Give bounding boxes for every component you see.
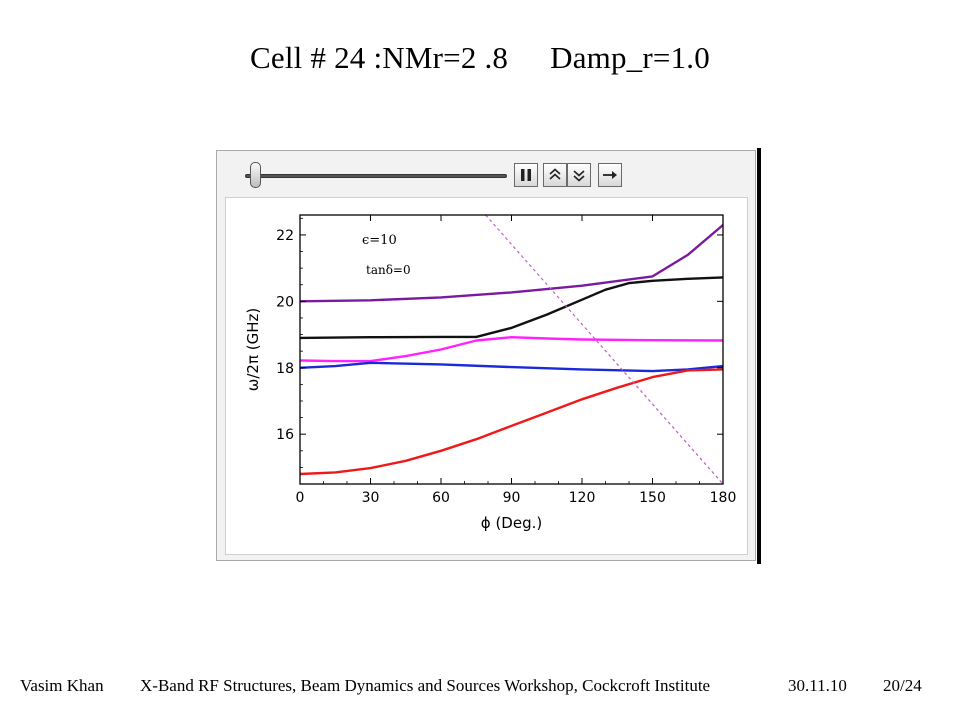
series-line-blue xyxy=(299,361,724,373)
y-tick-label: 22 xyxy=(276,228,294,244)
x-axis-label: ϕ (Deg.) xyxy=(481,514,542,532)
pause-icon xyxy=(521,169,531,181)
footer-author: Vasim Khan xyxy=(20,676,104,695)
step-up-icon xyxy=(549,168,561,180)
step-forward-button[interactable] xyxy=(598,163,622,187)
series-line-red xyxy=(299,368,724,476)
step-up-button[interactable] xyxy=(543,163,567,187)
x-tick-label: 180 xyxy=(710,490,737,506)
y-tick-label: 16 xyxy=(276,427,294,443)
slide-title: Cell # 24 :NMr=2 .8 Damp_r=1.0 xyxy=(0,40,960,76)
annotation-epsilon: ϵ=10 xyxy=(362,233,397,248)
y-axis-label: ω/2π (GHz) xyxy=(244,308,262,391)
dispersion-chart: 0 30 60 90 120 150 180 16 18 20 22 ϕ (Deg.) ω/2π (GH… xyxy=(244,214,737,532)
x-tick-label: 60 xyxy=(432,490,450,506)
slide-title-param: Damp_r=1.0 xyxy=(550,40,710,75)
footer-page: 20/24 xyxy=(883,676,922,695)
series-line-magenta xyxy=(299,335,724,363)
step-forward-icon xyxy=(603,171,617,179)
panel-edge-bar xyxy=(757,148,761,564)
x-tick-label: 150 xyxy=(639,490,666,506)
series-line-black xyxy=(299,276,724,340)
footer-event: X-Band RF Structures, Beam Dynamics and … xyxy=(140,676,711,695)
slider-handle[interactable] xyxy=(250,162,262,188)
footer-date: 30.11.10 xyxy=(788,676,847,695)
step-down-icon xyxy=(573,170,585,182)
pause-button[interactable] xyxy=(514,163,538,187)
x-tick-label: 90 xyxy=(503,490,521,506)
slide-title-main: Cell # 24 :NMr=2 .8 xyxy=(250,40,509,75)
step-down-button[interactable] xyxy=(567,163,591,187)
x-tick-label: 120 xyxy=(569,490,596,506)
footer: Vasim Khan X-Band RF Structures, Beam Dy… xyxy=(0,676,960,698)
y-tick-label: 20 xyxy=(276,294,294,310)
plot-axes-frame xyxy=(299,214,724,485)
x-tick-label: 0 xyxy=(296,490,305,506)
slider-track[interactable] xyxy=(245,174,507,178)
series-line-purple xyxy=(299,224,724,303)
y-tick-label: 18 xyxy=(276,361,294,377)
annotation-tan-delta: tanδ=0 xyxy=(366,263,411,277)
x-tick-label: 30 xyxy=(362,490,380,506)
